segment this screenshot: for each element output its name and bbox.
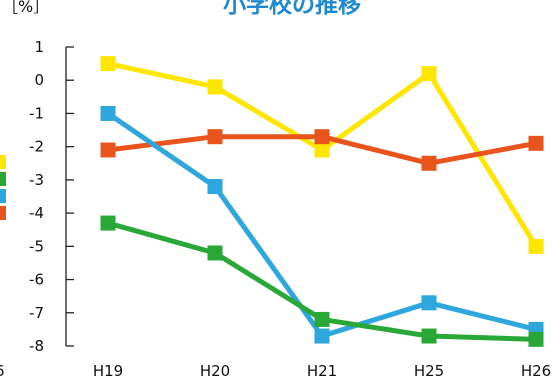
legend-swatch xyxy=(0,189,6,203)
data-point-marker xyxy=(421,66,437,82)
data-point-marker xyxy=(421,295,437,311)
y-tick-label: -6 xyxy=(29,271,44,289)
y-tick-label: -3 xyxy=(29,171,44,189)
legend xyxy=(0,155,6,220)
unit-label: ［%］ xyxy=(2,0,49,16)
data-point-marker xyxy=(314,129,330,145)
data-point-marker xyxy=(207,245,223,261)
cut-off-label: 6 xyxy=(0,362,5,380)
y-axis: 1 0 -1 -2 -3 -4 -5 -6 -7 -8 xyxy=(29,38,74,355)
data-point-marker xyxy=(100,105,116,121)
y-tick-label: 1 xyxy=(34,38,44,56)
y-tick-label: -8 xyxy=(29,337,44,355)
x-tick-label: H26 xyxy=(521,362,551,380)
y-tick-label: -2 xyxy=(29,138,44,156)
data-point-marker xyxy=(207,79,223,95)
x-tick-label: H25 xyxy=(414,362,444,380)
data-point-marker xyxy=(100,142,116,158)
x-axis: H19 H20 H21 H25 H26 xyxy=(93,362,551,380)
data-point-marker xyxy=(421,328,437,344)
data-point-marker xyxy=(421,155,437,171)
x-tick-label: H19 xyxy=(93,362,123,380)
y-tick-label: 0 xyxy=(34,71,44,89)
data-point-marker xyxy=(528,331,544,347)
data-point-marker xyxy=(314,328,330,344)
data-point-marker xyxy=(207,179,223,195)
data-point-marker xyxy=(528,135,544,151)
data-point-marker xyxy=(100,215,116,231)
data-point-marker xyxy=(528,238,544,254)
data-point-marker xyxy=(100,56,116,72)
y-tick-label: -7 xyxy=(29,304,44,322)
x-tick-label: H21 xyxy=(307,362,337,380)
data-point-marker xyxy=(207,129,223,145)
y-tick-label: -1 xyxy=(29,104,44,122)
chart-title: 小学校の推移 xyxy=(223,0,361,18)
legend-swatch xyxy=(0,172,6,186)
y-tick-label: -5 xyxy=(29,237,44,255)
legend-swatch xyxy=(0,155,6,169)
series-lines xyxy=(100,56,544,347)
x-tick-label: H20 xyxy=(200,362,230,380)
y-tick-label: -4 xyxy=(29,204,44,222)
data-point-marker xyxy=(314,311,330,327)
data-point-marker xyxy=(314,142,330,158)
legend-swatch xyxy=(0,206,6,220)
